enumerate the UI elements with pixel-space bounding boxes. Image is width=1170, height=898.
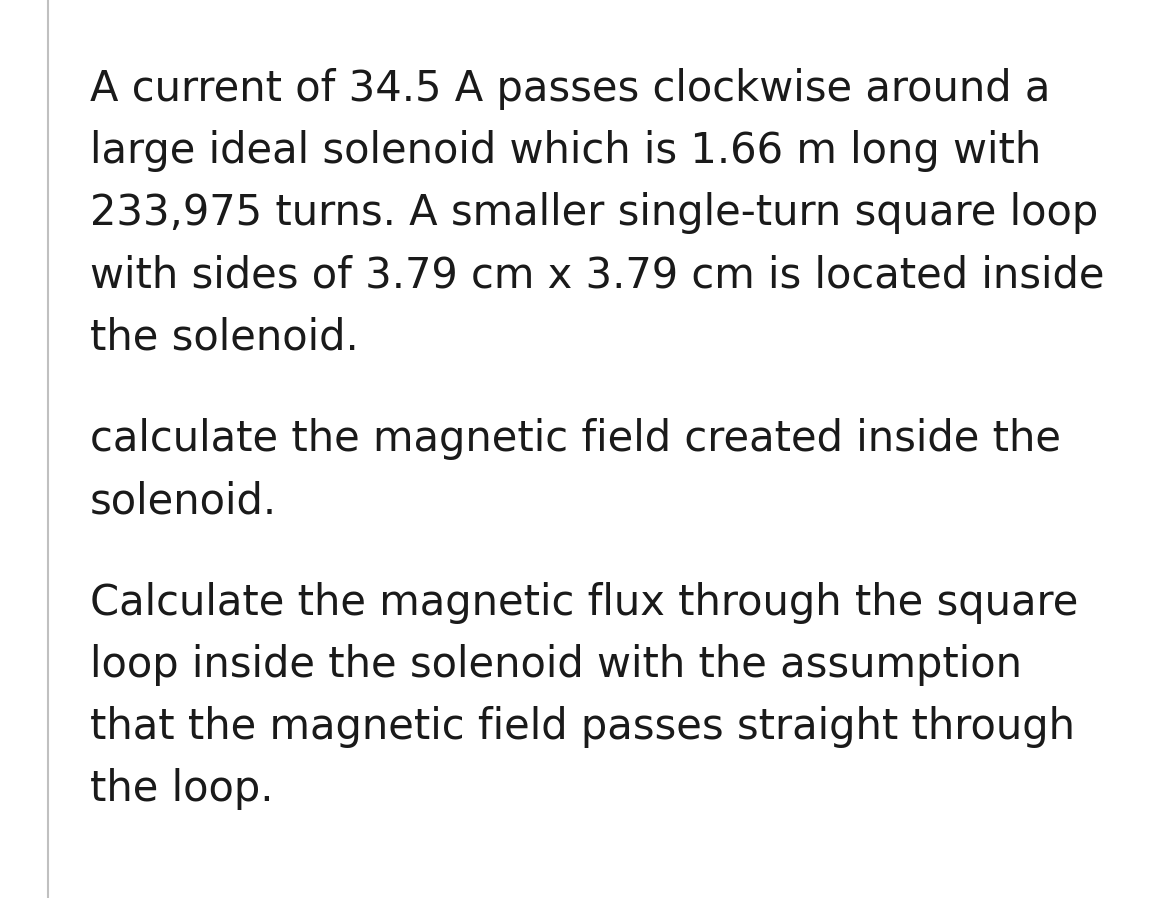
Text: A current of 34.5 A passes clockwise around a: A current of 34.5 A passes clockwise aro… (90, 68, 1051, 110)
Text: loop inside the solenoid with the assumption: loop inside the solenoid with the assump… (90, 644, 1023, 686)
Text: large ideal solenoid which is 1.66 m long with: large ideal solenoid which is 1.66 m lon… (90, 130, 1041, 172)
Text: the loop.: the loop. (90, 768, 274, 810)
Text: that the magnetic field passes straight through: that the magnetic field passes straight … (90, 706, 1075, 748)
Text: 233,975 turns. A smaller single-turn square loop: 233,975 turns. A smaller single-turn squ… (90, 192, 1099, 234)
Text: the solenoid.: the solenoid. (90, 316, 359, 358)
Text: solenoid.: solenoid. (90, 480, 277, 522)
Text: Calculate the magnetic flux through the square: Calculate the magnetic flux through the … (90, 582, 1079, 624)
Text: with sides of 3.79 cm x 3.79 cm is located inside: with sides of 3.79 cm x 3.79 cm is locat… (90, 254, 1104, 296)
Text: calculate the magnetic field created inside the: calculate the magnetic field created ins… (90, 418, 1061, 460)
